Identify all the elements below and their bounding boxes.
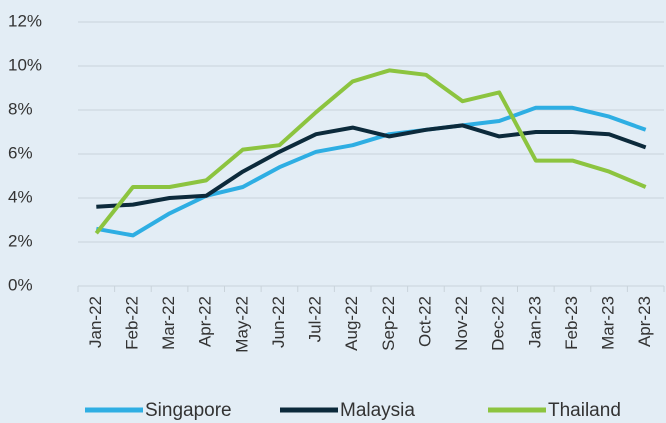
- y-tick-label: 0%: [8, 275, 33, 294]
- y-tick-label: 6%: [8, 143, 33, 162]
- x-tick-label: Feb-22: [122, 296, 141, 350]
- y-tick-label: 2%: [8, 231, 33, 250]
- x-tick-label: Apr-23: [635, 296, 654, 347]
- series-line: [94, 68, 647, 235]
- x-tick-label: Aug-22: [342, 296, 361, 351]
- x-tick-label: Mar-23: [599, 296, 618, 350]
- x-tick-label: Sep-22: [379, 296, 398, 351]
- x-tick-label: Nov-22: [452, 296, 471, 351]
- x-tick-label: Dec-22: [489, 296, 508, 351]
- x-tick-label: Feb-23: [562, 296, 581, 350]
- legend-label: Thailand: [548, 400, 621, 421]
- x-tick-label: Jun-22: [269, 296, 288, 348]
- legend-label: Singapore: [145, 400, 232, 421]
- y-tick-label: 4%: [8, 187, 33, 206]
- y-tick-label: 12%: [8, 11, 42, 30]
- series-line: [95, 105, 647, 238]
- x-tick-label: Jan-23: [525, 296, 544, 348]
- y-tick-label: 8%: [8, 99, 33, 118]
- series-line: [96, 123, 647, 209]
- x-tick-label: May-22: [232, 296, 251, 353]
- y-tick-label: 10%: [8, 55, 42, 74]
- x-tick-label: Jul-22: [306, 296, 325, 342]
- legend-label: Malaysia: [340, 400, 415, 421]
- x-tick-label: Mar-22: [159, 296, 178, 350]
- x-tick-label: Apr-22: [196, 296, 215, 347]
- x-tick-label: Jan-22: [86, 296, 105, 348]
- x-tick-label: Oct-22: [415, 296, 434, 347]
